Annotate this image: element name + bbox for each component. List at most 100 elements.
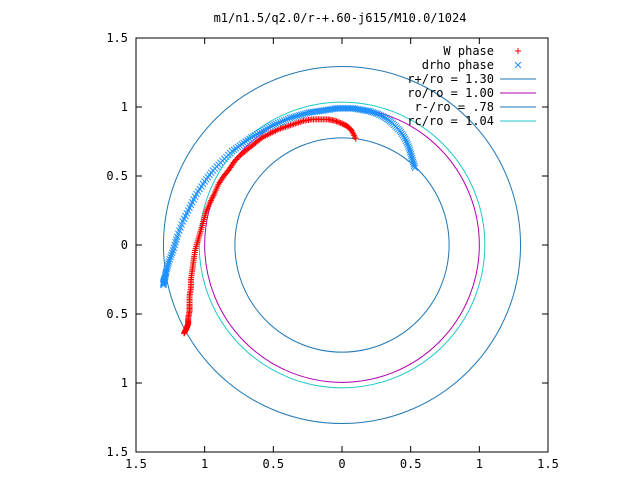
drho-phase-point: [409, 158, 417, 166]
y-tick-label: 0.5: [106, 169, 128, 183]
drho-phase-point: [274, 119, 282, 127]
drho-phase-point: [382, 114, 390, 122]
drho-phase-point: [276, 118, 284, 126]
drho-phase-point: [257, 128, 265, 136]
drho-phase-point: [407, 148, 414, 156]
drho-phase-point: [411, 164, 419, 172]
drho-phase-point: [165, 260, 172, 267]
drho-phase-point: [167, 253, 174, 261]
drho-phase-point: [402, 137, 410, 145]
drho-phase-point: [404, 141, 411, 148]
drho-phase-point: [271, 121, 278, 129]
drho-phase-point: [305, 109, 313, 116]
drho-phase-point: [286, 114, 294, 122]
y-tick-label: 0.5: [106, 307, 128, 321]
w-phase-point: [336, 119, 343, 126]
drho-phase-point: [377, 112, 385, 119]
drho-phase-point: [265, 124, 273, 131]
drho-phase-point: [405, 143, 412, 150]
drho-phase-point: [267, 122, 274, 130]
legend-label: W phase: [443, 44, 494, 58]
drho-phase-point: [409, 156, 416, 164]
y-tick-label: 1.5: [106, 445, 128, 459]
drho-phase-point: [296, 111, 303, 119]
w-phase-point: [237, 152, 244, 159]
circle-4: [234, 137, 450, 353]
w-phase-point: [339, 120, 345, 127]
drho-phase-point: [280, 117, 288, 124]
w-phase-point: [334, 118, 341, 125]
legend-label: ro/ro = 1.00: [407, 86, 494, 100]
drho-phase-point: [169, 247, 177, 254]
x-tick-label: 1: [476, 457, 483, 471]
drho-phase-point: [408, 154, 416, 162]
w-phase-point: [234, 155, 241, 162]
x-tick-label: 1: [201, 457, 208, 471]
legend-swatch: [515, 48, 521, 54]
y-tick-label: 1: [121, 100, 128, 114]
legend-label: rc/ro = 1.04: [407, 114, 494, 128]
y-tick-label: 1.5: [106, 31, 128, 45]
drho-phase-point: [253, 130, 261, 138]
drho-phase-point: [299, 110, 307, 118]
drho-phase-point: [164, 262, 172, 269]
data-points: [160, 105, 419, 337]
drho-phase-point: [251, 131, 259, 139]
drho-phase-point: [278, 117, 286, 125]
drho-phase-point: [269, 122, 276, 129]
w-phase-point: [233, 156, 240, 163]
drho-phase-point: [163, 264, 171, 271]
drho-phase-point: [249, 132, 257, 140]
drho-phase-point: [263, 125, 271, 132]
legend-swatch: [514, 61, 522, 69]
drho-phase-point: [405, 145, 413, 152]
w-phase-point: [221, 171, 228, 178]
x-tick-label: 0.5: [400, 457, 422, 471]
legend-label: r+/ro = 1.30: [407, 72, 494, 86]
x-tick-label: 1.5: [125, 457, 147, 471]
drho-phase-point: [303, 109, 311, 117]
chart-title: m1/n1.5/q2.0/r-+.60-j615/M10.0/1024: [214, 11, 467, 25]
drho-phase-point: [288, 114, 296, 121]
x-tick-label: 0: [338, 457, 345, 471]
drho-phase-point: [273, 120, 280, 128]
y-tick-label: 1: [121, 376, 128, 390]
legend-label: drho phase: [422, 58, 494, 72]
x-tick-label: 1.5: [537, 457, 559, 471]
drho-phase-point: [160, 281, 167, 289]
drho-phase-point: [301, 110, 309, 117]
drho-phase-point: [403, 139, 411, 146]
drho-phase-point: [407, 150, 415, 158]
drho-phase-point: [261, 126, 269, 133]
drho-phase-point: [165, 258, 173, 265]
drho-phase-point: [255, 129, 263, 137]
drho-phase-point: [410, 162, 418, 170]
drho-phase-point: [292, 113, 299, 120]
w-phase-point: [236, 153, 242, 160]
w-phase-point: [337, 120, 344, 127]
drho-phase-point: [259, 127, 267, 135]
drho-phase-point: [380, 113, 388, 121]
w-phase-point: [333, 118, 340, 125]
drho-phase-point: [379, 113, 387, 120]
drho-phase-point: [168, 249, 176, 257]
legend-label: r-/ro = .78: [415, 100, 494, 114]
w-phase-point: [238, 150, 245, 157]
drho-phase-point: [282, 116, 290, 124]
axes: 1.5 1 0.5 0 0.5 1 1.51.510.500.511.5: [106, 31, 559, 471]
drho-phase-point: [408, 152, 415, 160]
x-tick-label: 0.5: [262, 457, 284, 471]
drho-phase-point: [284, 115, 292, 123]
drho-phase-point: [294, 112, 301, 120]
drho-phase-point: [166, 255, 174, 263]
drho-phase-point: [406, 146, 414, 154]
drho-phase-point: [168, 251, 175, 259]
y-tick-label: 0: [121, 238, 128, 252]
drho-phase-point: [410, 160, 418, 168]
w-phase-point: [181, 330, 188, 337]
drho-phase-point: [297, 111, 305, 119]
drho-phase-point: [290, 113, 298, 121]
circle-2: [162, 65, 522, 425]
